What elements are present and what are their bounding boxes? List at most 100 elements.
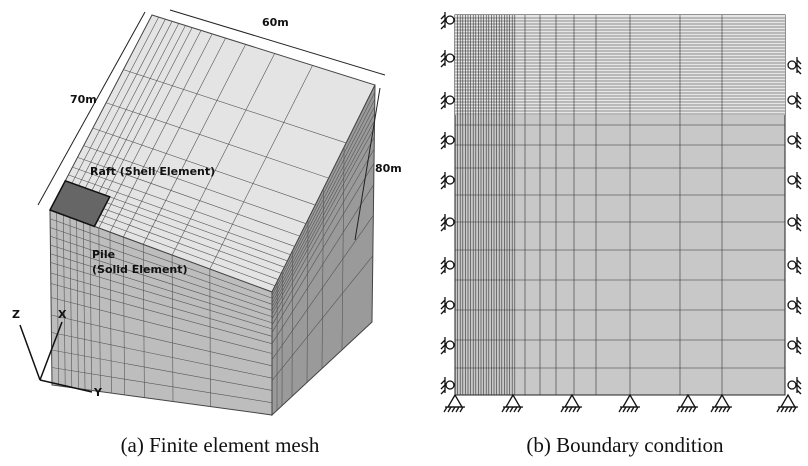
height-label: 80m <box>375 162 402 175</box>
pin-support <box>502 395 523 412</box>
roller-support <box>788 57 801 74</box>
axis-y: Y <box>93 386 103 399</box>
pile-label-2: (Solid Element) <box>92 263 188 276</box>
roller <box>446 261 454 269</box>
roller <box>446 176 454 184</box>
hatch <box>518 407 521 412</box>
roller <box>788 61 796 69</box>
roller-support <box>441 297 454 314</box>
hatch <box>502 407 505 412</box>
hatch <box>777 407 780 412</box>
roller <box>788 176 796 184</box>
pin <box>715 395 729 407</box>
hatch <box>719 407 722 412</box>
hatch <box>514 407 517 412</box>
hatch <box>689 407 692 412</box>
figure: 60m 70m 80m Raft (Shell Element) Pile (S… <box>0 0 808 466</box>
roller <box>788 381 796 389</box>
pin-support <box>777 395 798 412</box>
roller-support <box>441 132 454 149</box>
roller-support <box>788 132 801 149</box>
hatch <box>711 407 714 412</box>
roller-support <box>441 214 454 231</box>
roller <box>788 218 796 226</box>
hatch <box>715 407 718 412</box>
roller <box>446 96 454 104</box>
pin <box>448 395 462 407</box>
pin-support <box>561 395 582 412</box>
hatch <box>685 407 688 412</box>
roller-support <box>441 337 454 354</box>
hatch <box>506 407 509 412</box>
roller <box>788 341 796 349</box>
hatch <box>793 407 796 412</box>
axis-z: Z <box>12 308 20 321</box>
roller-support <box>788 297 801 314</box>
hatch <box>727 407 730 412</box>
pin <box>781 395 795 407</box>
hatch <box>573 407 576 412</box>
width-label: 60m <box>262 16 289 29</box>
pin-support <box>677 395 698 412</box>
roller-support <box>441 50 454 67</box>
roller-support <box>441 377 454 394</box>
raft-label: Raft (Shell Element) <box>90 165 215 178</box>
roller-support <box>788 92 801 109</box>
pile-label: Pile <box>92 248 115 261</box>
hatch <box>781 407 784 412</box>
mesh-b <box>441 12 801 412</box>
hatch <box>510 407 513 412</box>
hatch <box>448 407 451 412</box>
roller-support <box>788 172 801 189</box>
roller-support <box>441 172 454 189</box>
pin <box>681 395 695 407</box>
hatch <box>631 407 634 412</box>
roller <box>788 301 796 309</box>
hatch <box>565 407 568 412</box>
axis-x: X <box>58 308 67 321</box>
hatch <box>561 407 564 412</box>
pin <box>623 395 637 407</box>
hatch <box>635 407 638 412</box>
hatch <box>789 407 792 412</box>
roller-support <box>788 337 801 354</box>
roller-support <box>788 214 801 231</box>
roller-support <box>441 257 454 274</box>
caption-a: (a) Finite element mesh <box>121 433 320 457</box>
roller-support <box>441 12 454 29</box>
hatch <box>627 407 630 412</box>
roller <box>788 136 796 144</box>
hatch <box>785 407 788 412</box>
roller <box>446 301 454 309</box>
pin <box>565 395 579 407</box>
roller-support <box>441 92 454 109</box>
roller <box>446 16 454 24</box>
pin-support <box>619 395 640 412</box>
roller <box>446 341 454 349</box>
pin-support <box>444 395 465 412</box>
hatch <box>444 407 447 412</box>
depth-label: 70m <box>70 93 97 106</box>
roller-support <box>788 377 801 394</box>
roller <box>446 218 454 226</box>
hatch <box>723 407 726 412</box>
hatch <box>677 407 680 412</box>
hatch <box>452 407 455 412</box>
hatch <box>623 407 626 412</box>
hatch <box>456 407 459 412</box>
hatch <box>460 407 463 412</box>
hatch <box>577 407 580 412</box>
hatch <box>619 407 622 412</box>
hatch <box>681 407 684 412</box>
roller-support <box>788 257 801 274</box>
pin-support <box>711 395 732 412</box>
roller <box>788 261 796 269</box>
roller <box>446 381 454 389</box>
hatch <box>569 407 572 412</box>
roller <box>446 136 454 144</box>
pin <box>506 395 520 407</box>
mesh-a <box>50 15 375 415</box>
roller <box>788 96 796 104</box>
caption-b: (b) Boundary condition <box>526 433 724 457</box>
roller <box>446 54 454 62</box>
